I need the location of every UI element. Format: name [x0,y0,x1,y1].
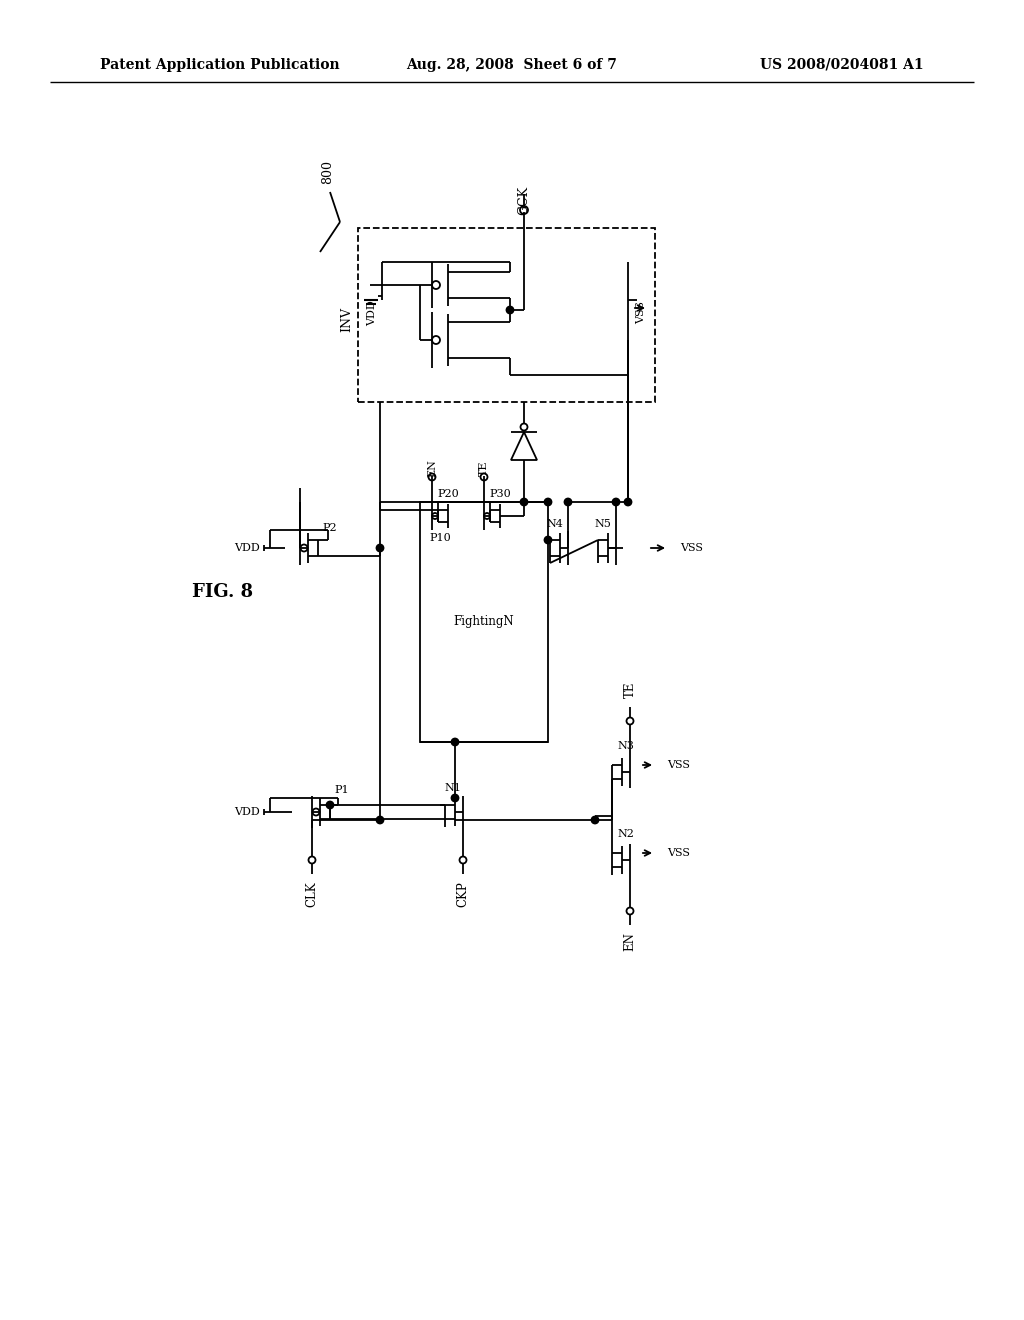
Circle shape [452,738,459,746]
Text: P1: P1 [334,785,348,795]
Text: VSS: VSS [667,847,690,858]
Circle shape [520,499,527,506]
Text: TE: TE [624,681,637,698]
Text: P20: P20 [437,488,459,499]
Text: N2: N2 [617,829,634,840]
Text: CLK: CLK [305,882,318,907]
Text: CKP: CKP [457,882,469,907]
Text: EN: EN [427,459,437,477]
Text: VDD: VDD [234,543,260,553]
Text: EN: EN [624,932,637,952]
Bar [420,502,548,742]
Text: N5: N5 [595,519,611,529]
Circle shape [327,801,334,808]
Text: N3: N3 [617,741,634,751]
Text: FightingN: FightingN [454,615,514,628]
Text: P30: P30 [489,488,511,499]
Circle shape [545,536,552,544]
Text: US 2008/0204081 A1: US 2008/0204081 A1 [761,58,924,73]
Text: P2: P2 [322,523,337,533]
Circle shape [612,499,620,506]
Bar [358,228,655,403]
Circle shape [564,499,571,506]
Circle shape [507,306,513,314]
Text: GCK: GCK [517,185,530,215]
Text: VDD: VDD [367,300,377,326]
Circle shape [592,817,598,824]
Text: VSS: VSS [667,760,690,770]
Circle shape [625,499,632,506]
Text: N4: N4 [547,519,563,529]
Text: TE: TE [479,461,489,475]
Circle shape [452,795,459,801]
Text: Patent Application Publication: Patent Application Publication [100,58,340,73]
Text: N1: N1 [444,783,462,793]
Circle shape [545,499,552,506]
Text: VDD: VDD [234,807,260,817]
Text: 800: 800 [322,160,335,183]
Text: FIG. 8: FIG. 8 [193,583,253,601]
Text: VSS: VSS [636,301,646,325]
Text: INV: INV [341,308,353,333]
Text: P10: P10 [429,533,451,543]
Text: VSS: VSS [680,543,703,553]
Text: Aug. 28, 2008  Sheet 6 of 7: Aug. 28, 2008 Sheet 6 of 7 [407,58,617,73]
Circle shape [377,817,384,824]
Circle shape [377,544,384,552]
